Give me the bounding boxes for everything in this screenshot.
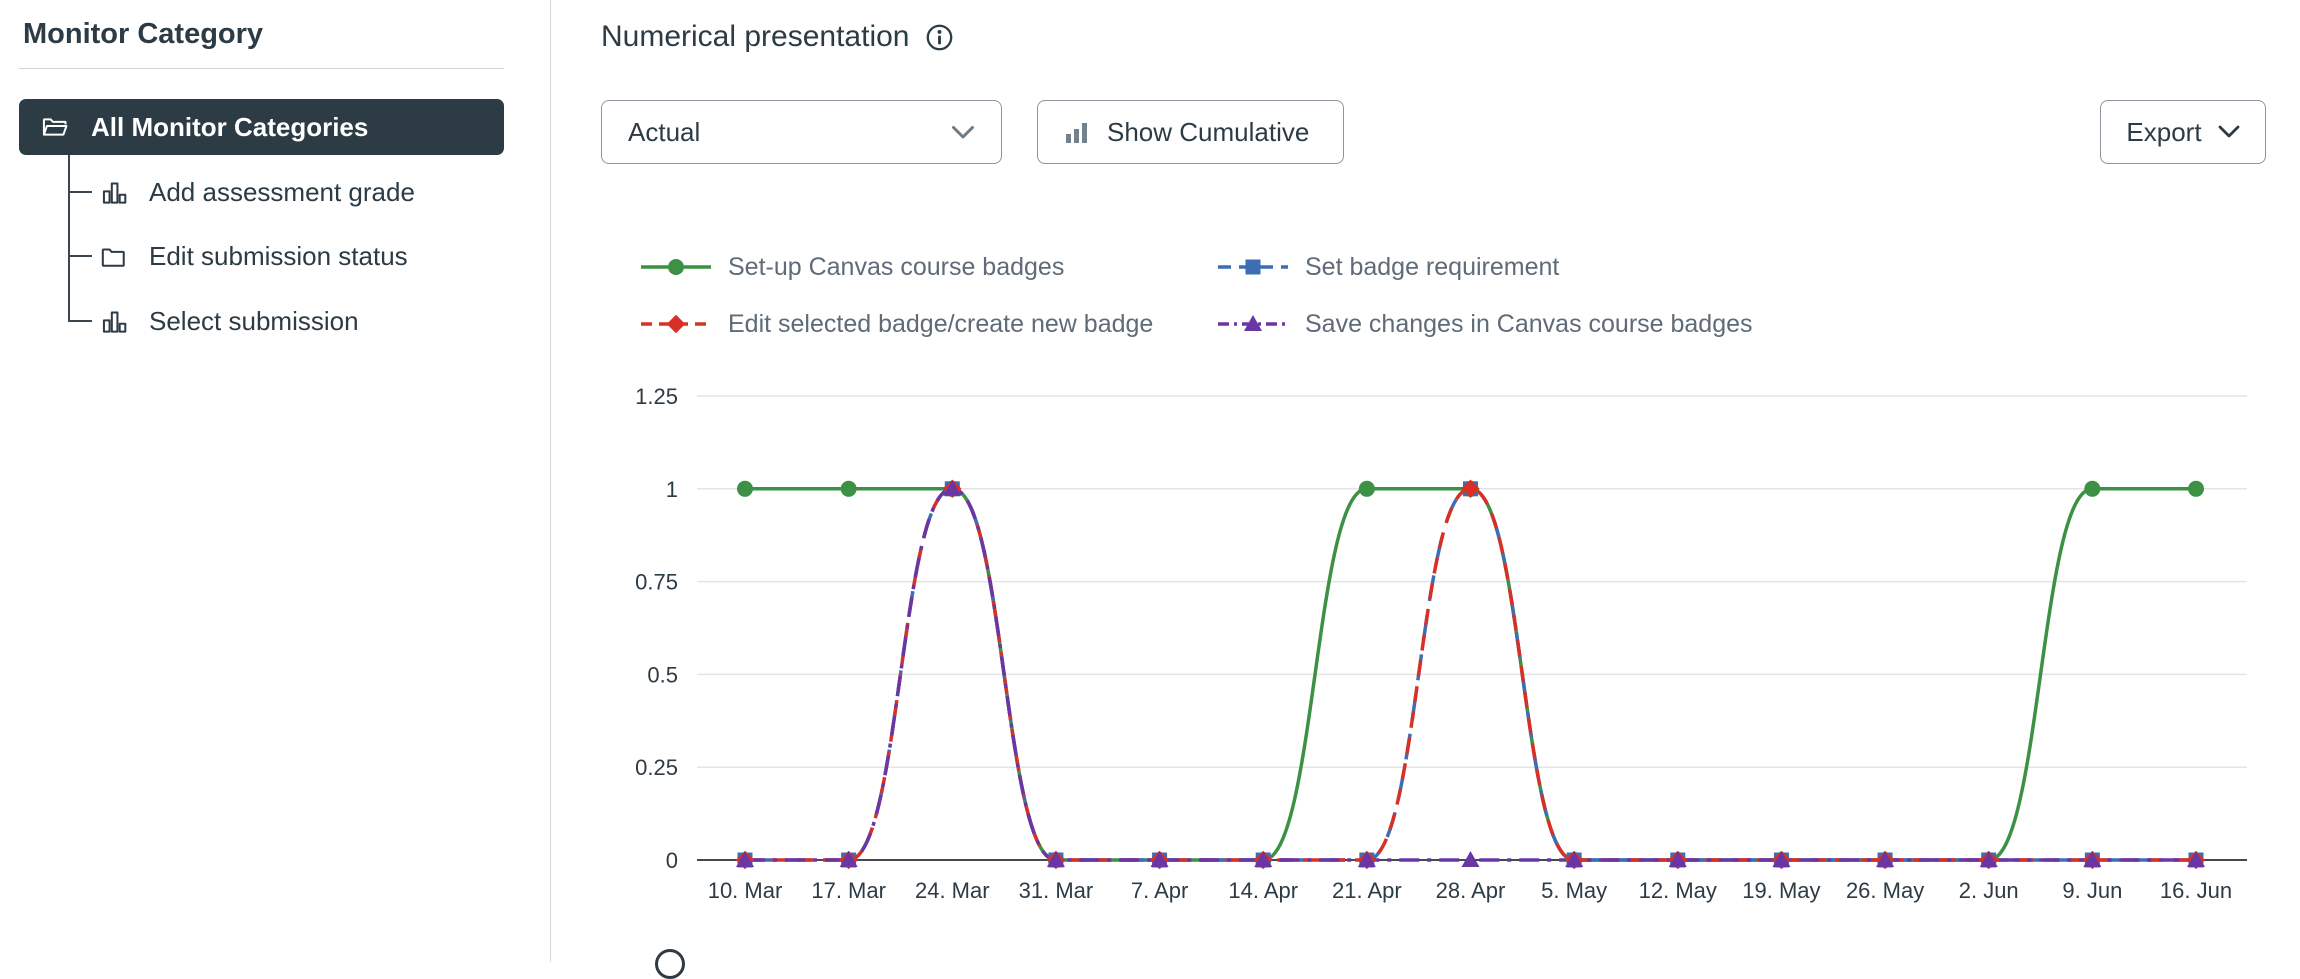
tree-connector: [68, 191, 92, 193]
svg-text:17. Mar: 17. Mar: [811, 878, 886, 903]
legend-swatch: [1218, 259, 1288, 275]
monitor-category-sidebar: Monitor Category All Monitor Categories …: [0, 0, 551, 962]
svg-text:7. Apr: 7. Apr: [1131, 878, 1188, 903]
legend-item[interactable]: Save changes in Canvas course badges: [1218, 307, 1753, 341]
svg-text:28. Apr: 28. Apr: [1436, 878, 1506, 903]
svg-text:2. Jun: 2. Jun: [1959, 878, 2019, 903]
legend-swatch: [1218, 315, 1288, 331]
bar-chart-icon: [100, 308, 127, 335]
sidebar-item-label: All Monitor Categories: [91, 111, 369, 142]
svg-text:19. May: 19. May: [1742, 878, 1820, 903]
chevron-down-icon: [2218, 125, 2240, 139]
mode-select[interactable]: Actual: [601, 100, 1002, 164]
svg-text:14. Apr: 14. Apr: [1228, 878, 1298, 903]
sidebar-item-add-assessment-grade[interactable]: Add assessment grade: [100, 169, 415, 215]
legend-label: Edit selected badge/create new badge: [728, 309, 1154, 338]
divider: [19, 68, 504, 69]
tree-connector: [68, 255, 92, 257]
folder-open-icon: [41, 113, 69, 141]
legend-label: Save changes in Canvas course badges: [1305, 309, 1753, 338]
svg-text:0.5: 0.5: [647, 662, 678, 687]
bar-chart-icon: [100, 179, 127, 206]
chevron-down-icon: [951, 125, 975, 140]
svg-text:31. Mar: 31. Mar: [1019, 878, 1094, 903]
folder-icon: [100, 243, 127, 270]
svg-text:9. Jun: 9. Jun: [2062, 878, 2122, 903]
info-icon[interactable]: [925, 23, 954, 52]
tree-connector: [68, 155, 70, 321]
sidebar-item-label: Edit submission status: [149, 240, 408, 271]
legend-item[interactable]: Set-up Canvas course badges: [641, 250, 1064, 284]
svg-text:1.25: 1.25: [635, 384, 678, 409]
svg-text:12. May: 12. May: [1639, 878, 1717, 903]
partial-info-icon: [655, 949, 685, 979]
legend-label: Set badge requirement: [1305, 252, 1560, 281]
sidebar-item-label: Add assessment grade: [149, 176, 415, 207]
svg-text:24. Mar: 24. Mar: [915, 878, 990, 903]
show-cumulative-label: Show Cumulative: [1107, 116, 1310, 147]
svg-text:0: 0: [666, 848, 678, 873]
svg-text:26. May: 26. May: [1846, 878, 1924, 903]
mode-select-value: Actual: [628, 116, 701, 147]
sidebar-item-select-submission[interactable]: Select submission: [100, 298, 359, 344]
page-title-text: Numerical presentation: [601, 20, 910, 53]
tree-connector: [68, 320, 92, 322]
legend-item[interactable]: Set badge requirement: [1218, 250, 1559, 284]
show-cumulative-button[interactable]: Show Cumulative: [1037, 100, 1344, 164]
page-title: Numerical presentation: [601, 20, 954, 54]
svg-text:5. May: 5. May: [1541, 878, 1607, 903]
svg-text:16. Jun: 16. Jun: [2160, 878, 2232, 903]
export-label: Export: [2126, 116, 2202, 147]
svg-text:0.75: 0.75: [635, 570, 678, 595]
svg-text:1: 1: [666, 477, 678, 502]
svg-text:0.25: 0.25: [635, 755, 678, 780]
legend-label: Set-up Canvas course badges: [728, 252, 1065, 281]
sidebar-item-all-monitor-categories[interactable]: All Monitor Categories: [19, 99, 504, 155]
sidebar-item-label: Select submission: [149, 305, 359, 336]
sidebar-item-edit-submission-status[interactable]: Edit submission status: [100, 233, 408, 279]
legend-item[interactable]: Edit selected badge/create new badge: [641, 307, 1153, 341]
svg-text:21. Apr: 21. Apr: [1332, 878, 1402, 903]
sidebar-title: Monitor Category: [23, 18, 264, 50]
legend-swatch: [641, 314, 711, 334]
bar-chart-icon: [1064, 120, 1089, 145]
line-chart: 0 0.25 0.5 0.75 1 1.25 10. Mar 17. Mar 24. Mar 31…: [635, 384, 2247, 903]
legend-swatch: [641, 259, 711, 275]
export-button[interactable]: Export: [2100, 100, 2266, 164]
svg-text:10. Mar: 10. Mar: [708, 878, 783, 903]
